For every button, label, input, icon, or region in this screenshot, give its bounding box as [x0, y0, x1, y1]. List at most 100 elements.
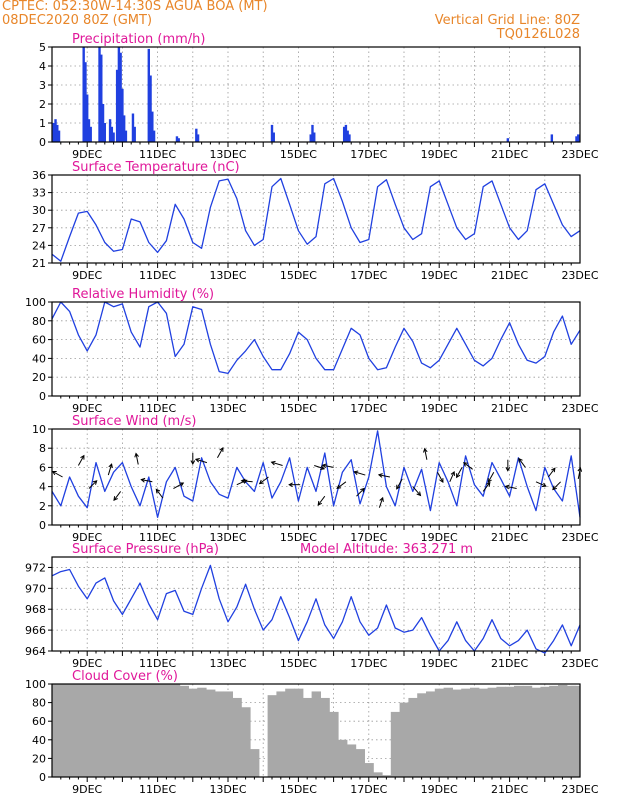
panel-precip: Precipitation (mm/h) 0 1 2 3 4 5 9DEC 11DEC 13DEC… [39, 32, 599, 161]
precip-bar-5 [84, 62, 87, 143]
cloud-ytick-label-3: 60 [32, 715, 46, 728]
precip-bar-2 [56, 124, 59, 142]
wind-arrow-19 [322, 464, 334, 468]
cloud-xtick-label-7: 23DEC [561, 783, 598, 796]
rh-xtick-label-1: 11DEC [139, 402, 176, 415]
wind-arrow-head-26 [416, 491, 422, 497]
wind-arrow-26 [412, 486, 421, 496]
cloud-bar-45 [443, 687, 453, 777]
precip-bar-16 [115, 69, 119, 142]
precip-bar-30 [195, 128, 198, 142]
precip-bar-12 [103, 123, 106, 142]
wind-xtick-label-3: 15DEC [280, 531, 317, 544]
wind-arrow-head-8 [179, 482, 185, 487]
cloud-bar-3 [74, 684, 84, 777]
cloud-bar-16 [188, 688, 198, 777]
wind-arrow-11 [217, 447, 224, 459]
cloud-bar-37 [373, 772, 383, 777]
wind-arrow-7 [155, 489, 164, 499]
cloud-bar-14 [170, 684, 181, 777]
cloud-bar-58 [558, 684, 568, 777]
precip-xtick-label-6: 21DEC [491, 148, 528, 161]
cloud-bar-44 [434, 688, 445, 777]
pres-xtick-label-5: 19DEC [421, 657, 458, 670]
cloud-bar-31 [320, 697, 330, 777]
wind-ytick-label-1: 2 [39, 500, 46, 513]
cloud-xtick-label-1: 11DEC [139, 783, 176, 796]
precip-bar-42 [550, 134, 554, 142]
cloud-bar-1 [56, 684, 66, 777]
rh-xtick-label-2: 13DEC [209, 402, 246, 415]
wind-arrow-head-19 [321, 463, 327, 469]
wind-arrow-head-39 [552, 485, 557, 491]
cloud-bar-54 [522, 685, 533, 777]
wind-arrow-head-38 [551, 467, 556, 473]
wind-arrow-17 [314, 465, 325, 470]
wind-arrow-head-27 [423, 447, 428, 453]
wind-arrow-head-30 [456, 473, 461, 479]
precip-bar-11 [101, 104, 105, 142]
cloud-bar-49 [478, 688, 489, 777]
cloud-bar-23 [250, 749, 260, 777]
wind-arrow-8 [173, 482, 184, 489]
temp-xtick-label-1: 11DEC [139, 269, 176, 282]
wind-arrow-20 [336, 481, 347, 489]
wind-arrow-0 [52, 471, 63, 478]
wind-arrow-head-29 [450, 470, 455, 476]
temp-xtick-label-0: 9DEC [72, 269, 102, 282]
wind-arrow-head-21 [360, 487, 365, 493]
wind-title: Surface Wind (m/s) [72, 414, 196, 429]
wind-arrow-1 [77, 455, 85, 466]
cloud-ytick-label-1: 20 [32, 752, 46, 765]
temp-xtick-label-7: 23DEC [561, 269, 598, 282]
temp-xtick-label-2: 13DEC [209, 269, 246, 282]
panel-temp: Surface Temperature (nC) 21 24 27 30 33 36 9DEC… [32, 160, 599, 282]
precip-bar-36 [313, 132, 316, 142]
temp-xtick-label-4: 17DEC [350, 269, 387, 282]
wind-arrow-39 [552, 481, 561, 490]
precip-bar-33 [272, 132, 275, 142]
precip-bar-19 [121, 88, 124, 142]
wind-arrow-head-20 [336, 484, 342, 490]
precip-bar-44 [577, 134, 580, 142]
wind-xtick-label-6: 21DEC [491, 531, 528, 544]
precip-bar-35 [311, 124, 314, 142]
precip-bar-15 [112, 132, 115, 142]
cloud-xtick-label-2: 13DEC [209, 783, 246, 796]
cloud-bar-28 [294, 688, 304, 777]
cloud-bar-10 [135, 684, 145, 777]
cloud-xtick-label-0: 9DEC [72, 783, 102, 796]
cloud-bar-11 [144, 684, 154, 777]
wind-arrow-head-1 [80, 454, 85, 460]
cloud-bar-50 [487, 687, 497, 777]
rh-xtick-label-3: 15DEC [280, 402, 317, 415]
rh-ytick-label-1: 20 [32, 371, 46, 384]
wind-arrow-10 [195, 458, 208, 464]
cloud-ytick-label-4: 80 [32, 697, 46, 710]
wind-arrow-head-0 [51, 471, 57, 476]
precip-xtick-label-2: 13DEC [209, 148, 246, 161]
precip-frame [51, 46, 581, 143]
precip-xtick-label-0: 9DEC [72, 148, 102, 161]
wind-arrow-head-16 [288, 482, 293, 488]
precip-bar-14 [110, 126, 114, 142]
rh-xtick-label-7: 23DEC [561, 402, 598, 415]
cloud-bar-51 [496, 686, 506, 777]
precip-bar-26 [151, 111, 154, 142]
precip-bar-18 [119, 52, 122, 143]
rh-ytick-label-3: 60 [32, 334, 46, 347]
cloud-bar-13 [162, 684, 172, 777]
pres-frame [51, 556, 581, 652]
precip-bar-1 [54, 119, 57, 142]
wind-arrow-head-28 [439, 478, 444, 484]
cloud-bar-4 [82, 684, 93, 777]
cloud-ytick-label-2: 40 [32, 734, 46, 747]
precip-bar-23 [133, 126, 136, 142]
rh-xtick-label-5: 19DEC [421, 402, 458, 415]
cloud-bar-5 [91, 684, 101, 777]
cloud-bar-21 [232, 697, 242, 777]
wind-arrow-head-18 [317, 500, 323, 506]
wind-ytick-label-0: 0 [39, 519, 46, 532]
rh-frame [51, 301, 581, 397]
header-run-time: 08DEC2020 80Z (GMT) [2, 13, 153, 28]
